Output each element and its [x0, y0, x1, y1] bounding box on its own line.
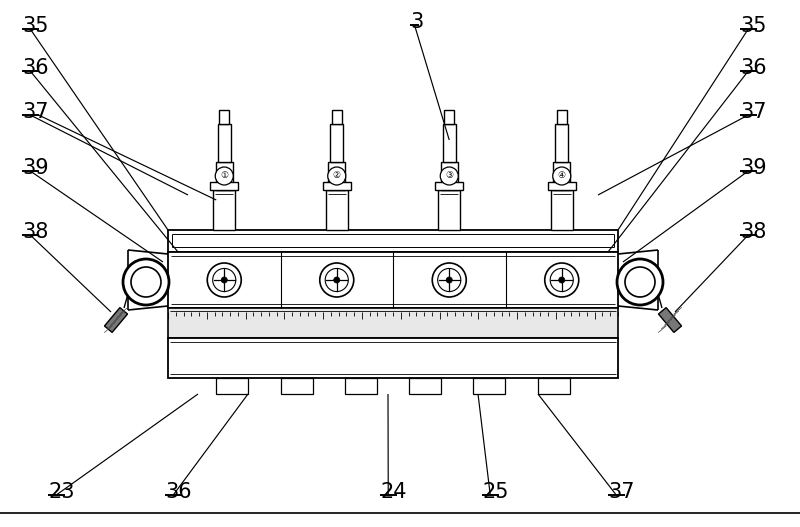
- Text: 23: 23: [48, 482, 74, 502]
- Text: 36: 36: [740, 58, 766, 78]
- Text: 36: 36: [22, 58, 49, 78]
- Circle shape: [550, 268, 574, 291]
- Bar: [168, 230, 618, 252]
- Circle shape: [334, 277, 340, 283]
- Circle shape: [440, 167, 458, 185]
- Circle shape: [213, 268, 236, 291]
- Bar: [557, 110, 566, 124]
- Bar: [219, 110, 230, 124]
- Bar: [281, 378, 313, 394]
- Text: 38: 38: [22, 222, 48, 242]
- Bar: [168, 338, 618, 378]
- Bar: [441, 162, 458, 190]
- Bar: [442, 124, 456, 162]
- Text: 25: 25: [482, 482, 509, 502]
- Bar: [216, 378, 248, 394]
- Bar: [168, 308, 618, 338]
- Polygon shape: [658, 308, 682, 333]
- Bar: [550, 190, 573, 230]
- Bar: [345, 378, 377, 394]
- Circle shape: [328, 167, 346, 185]
- Circle shape: [320, 263, 354, 297]
- Bar: [326, 190, 348, 230]
- Text: 39: 39: [740, 158, 766, 178]
- Bar: [548, 182, 576, 190]
- Text: ①: ①: [220, 171, 228, 181]
- Bar: [438, 190, 460, 230]
- Circle shape: [446, 277, 452, 283]
- Circle shape: [553, 167, 570, 185]
- Text: 35: 35: [22, 16, 49, 36]
- Bar: [216, 162, 233, 190]
- Bar: [474, 378, 506, 394]
- Circle shape: [123, 259, 169, 305]
- Circle shape: [207, 263, 242, 297]
- Bar: [322, 182, 350, 190]
- Circle shape: [325, 268, 348, 291]
- Bar: [210, 182, 238, 190]
- Circle shape: [438, 268, 461, 291]
- Text: 37: 37: [22, 102, 49, 122]
- Text: 39: 39: [22, 158, 49, 178]
- Text: ③: ③: [445, 171, 454, 181]
- Text: ④: ④: [558, 171, 566, 181]
- Circle shape: [215, 167, 234, 185]
- Text: 3: 3: [410, 12, 423, 32]
- Circle shape: [131, 267, 161, 297]
- Circle shape: [558, 277, 565, 283]
- Circle shape: [625, 267, 655, 297]
- Circle shape: [432, 263, 466, 297]
- Text: 24: 24: [380, 482, 406, 502]
- Bar: [214, 190, 235, 230]
- Bar: [168, 252, 618, 308]
- Polygon shape: [105, 308, 127, 333]
- Text: 37: 37: [608, 482, 634, 502]
- Bar: [538, 378, 570, 394]
- Bar: [218, 124, 230, 162]
- Bar: [554, 162, 570, 190]
- Bar: [444, 110, 454, 124]
- Bar: [328, 162, 346, 190]
- Bar: [435, 182, 463, 190]
- Text: 38: 38: [740, 222, 766, 242]
- Bar: [555, 124, 568, 162]
- Text: 35: 35: [740, 16, 766, 36]
- Bar: [332, 110, 342, 124]
- Text: 36: 36: [165, 482, 192, 502]
- Text: 37: 37: [740, 102, 766, 122]
- Circle shape: [545, 263, 578, 297]
- Circle shape: [617, 259, 663, 305]
- Circle shape: [221, 277, 227, 283]
- Bar: [330, 124, 343, 162]
- Text: ②: ②: [333, 171, 341, 181]
- Bar: [409, 378, 441, 394]
